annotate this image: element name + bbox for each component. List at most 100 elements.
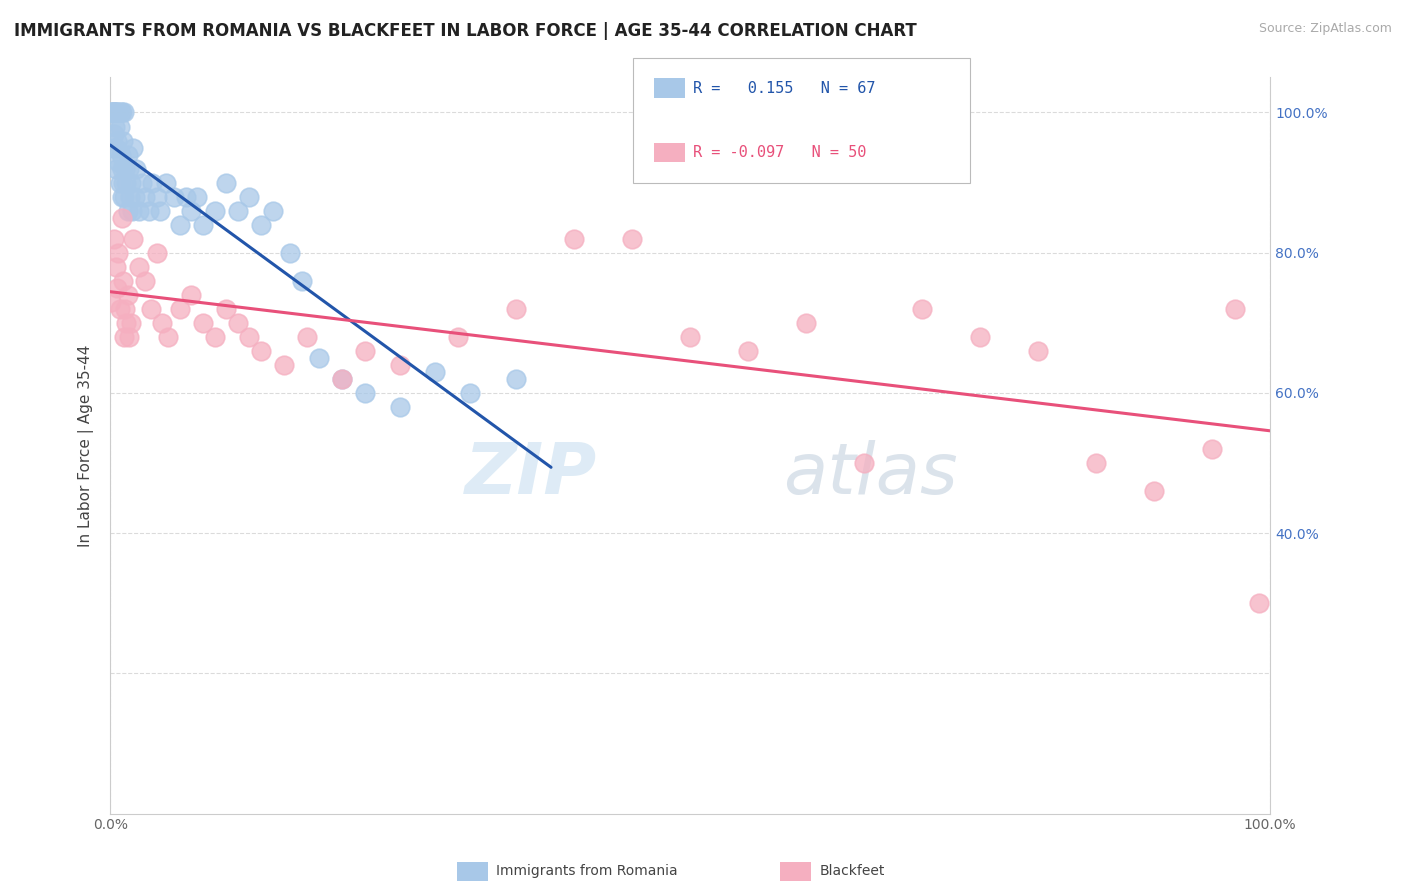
Point <box>145 189 167 203</box>
Point <box>458 385 481 400</box>
Point <box>297 330 319 344</box>
Text: Source: ZipAtlas.com: Source: ZipAtlas.com <box>1258 22 1392 36</box>
Point <box>262 203 284 218</box>
Point <box>330 372 353 386</box>
Point <box>679 330 702 344</box>
Point <box>118 189 141 203</box>
Point <box>250 343 273 358</box>
Point <box>115 316 138 330</box>
Text: Immigrants from Romania: Immigrants from Romania <box>496 864 678 879</box>
Point <box>204 330 226 344</box>
Point <box>1085 456 1108 470</box>
Point <box>134 274 156 288</box>
Point <box>105 134 128 148</box>
Text: Blackfeet: Blackfeet <box>820 864 884 879</box>
Point <box>114 161 136 176</box>
Point <box>105 105 128 120</box>
Point <box>354 385 377 400</box>
Point <box>105 260 128 274</box>
Point <box>100 105 122 120</box>
Point <box>139 301 162 316</box>
Point <box>104 120 127 134</box>
Point <box>111 274 134 288</box>
Point <box>1026 343 1049 358</box>
Point <box>621 232 644 246</box>
Point <box>108 176 131 190</box>
Point <box>447 330 470 344</box>
Point <box>117 147 139 161</box>
Point <box>103 140 125 154</box>
Point <box>111 161 134 176</box>
Point <box>131 176 153 190</box>
Y-axis label: In Labor Force | Age 35-44: In Labor Force | Age 35-44 <box>79 344 94 547</box>
Point <box>291 274 314 288</box>
Point <box>114 301 136 316</box>
Text: IMMIGRANTS FROM ROMANIA VS BLACKFEET IN LABOR FORCE | AGE 35-44 CORRELATION CHAR: IMMIGRANTS FROM ROMANIA VS BLACKFEET IN … <box>14 22 917 40</box>
Point <box>215 176 238 190</box>
Point <box>1247 596 1270 610</box>
Point <box>238 330 260 344</box>
Point <box>122 140 145 154</box>
Point <box>141 176 163 190</box>
Point <box>145 245 167 260</box>
Point <box>226 316 249 330</box>
Point <box>110 147 132 161</box>
Point <box>111 176 134 190</box>
Point <box>105 105 128 120</box>
Point <box>125 161 148 176</box>
Point <box>152 316 174 330</box>
Point <box>112 105 135 120</box>
Point <box>118 330 141 344</box>
Point <box>794 316 817 330</box>
Point <box>111 211 134 225</box>
Point <box>226 203 249 218</box>
Point <box>389 358 412 372</box>
Text: ZIP: ZIP <box>465 441 598 509</box>
Point <box>107 245 129 260</box>
Point <box>157 330 180 344</box>
Point <box>103 232 125 246</box>
Point <box>562 232 585 246</box>
Point <box>112 189 135 203</box>
Text: R = -0.097   N = 50: R = -0.097 N = 50 <box>693 145 866 160</box>
Text: R =   0.155   N = 67: R = 0.155 N = 67 <box>693 81 876 95</box>
Point <box>110 105 132 120</box>
Point <box>134 189 156 203</box>
Point <box>107 105 129 120</box>
Point <box>191 316 214 330</box>
Point <box>191 218 214 232</box>
Point <box>330 372 353 386</box>
Point <box>969 330 991 344</box>
Point <box>354 343 377 358</box>
Point <box>128 260 150 274</box>
Point <box>505 372 527 386</box>
Point <box>107 154 129 169</box>
Point <box>308 351 330 365</box>
Point <box>149 203 172 218</box>
Point <box>105 161 128 176</box>
Point <box>101 105 124 120</box>
Point <box>169 301 191 316</box>
Point <box>278 245 301 260</box>
Point <box>101 105 124 120</box>
Point <box>100 294 122 309</box>
Point <box>1225 301 1247 316</box>
Point <box>120 176 142 190</box>
Point <box>389 400 412 414</box>
Point <box>100 105 122 120</box>
Point <box>117 203 139 218</box>
Point <box>853 456 876 470</box>
Point <box>169 218 191 232</box>
Point <box>250 218 273 232</box>
Point <box>1143 484 1166 499</box>
Point <box>103 105 125 120</box>
Point <box>1201 442 1223 456</box>
Point <box>124 189 146 203</box>
Point <box>115 176 138 190</box>
Point <box>138 203 160 218</box>
Text: atlas: atlas <box>783 441 957 509</box>
Point <box>238 189 260 203</box>
Point <box>186 189 208 203</box>
Point <box>215 301 238 316</box>
Point <box>111 134 134 148</box>
